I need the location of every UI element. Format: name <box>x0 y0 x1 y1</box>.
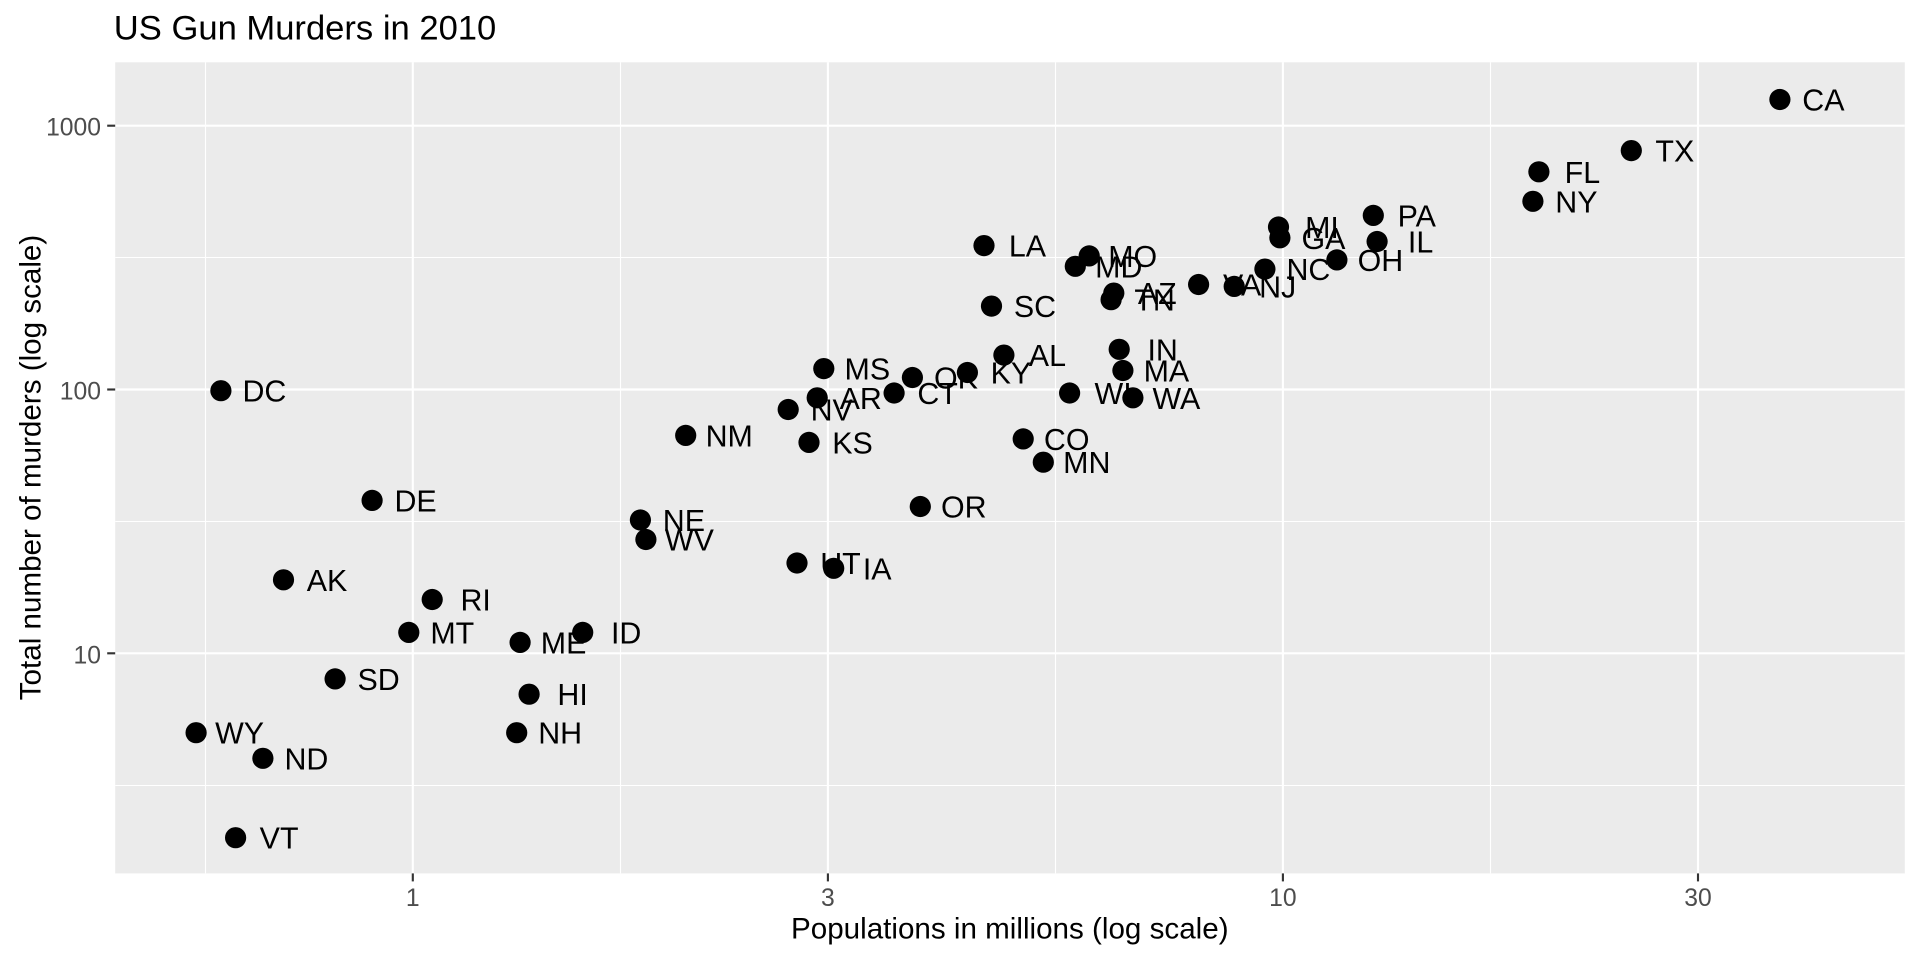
svg-text:AK: AK <box>307 564 348 598</box>
svg-text:PA: PA <box>1398 199 1437 233</box>
svg-text:NM: NM <box>706 419 753 453</box>
svg-text:NC: NC <box>1286 253 1330 287</box>
svg-text:HI: HI <box>557 678 587 712</box>
svg-text:KY: KY <box>991 357 1032 391</box>
svg-text:MA: MA <box>1144 355 1190 389</box>
svg-text:IN: IN <box>1147 333 1177 367</box>
svg-text:10: 10 <box>1269 885 1296 912</box>
svg-text:RI: RI <box>460 584 490 618</box>
svg-text:Populations in millions (log s: Populations in millions (log scale) <box>791 912 1229 945</box>
svg-text:LA: LA <box>1009 230 1047 264</box>
svg-text:WY: WY <box>215 717 264 751</box>
svg-text:MD: MD <box>1095 250 1142 284</box>
svg-text:MN: MN <box>1063 446 1110 480</box>
svg-text:MT: MT <box>430 616 474 650</box>
svg-text:AR: AR <box>840 382 882 416</box>
svg-text:WI: WI <box>1095 377 1132 411</box>
svg-text:DC: DC <box>242 375 286 409</box>
svg-text:Total number of murders (log s: Total number of murders (log scale) <box>15 235 48 700</box>
svg-text:NE: NE <box>663 504 705 538</box>
svg-text:IA: IA <box>863 552 892 586</box>
svg-text:VT: VT <box>260 822 299 856</box>
svg-text:GA: GA <box>1301 222 1346 256</box>
svg-text:NY: NY <box>1555 185 1597 219</box>
svg-text:TX: TX <box>1655 135 1694 169</box>
svg-text:NJ: NJ <box>1259 270 1296 304</box>
svg-text:SC: SC <box>1014 290 1056 324</box>
svg-text:1000: 1000 <box>46 115 101 142</box>
svg-text:CT: CT <box>917 377 958 411</box>
svg-text:ID: ID <box>611 616 641 650</box>
svg-text:MO: MO <box>1108 240 1157 274</box>
svg-text:ME: ME <box>541 626 587 660</box>
svg-text:MI: MI <box>1305 211 1339 245</box>
svg-text:3: 3 <box>821 885 835 912</box>
svg-text:OH: OH <box>1358 244 1404 278</box>
svg-text:WA: WA <box>1152 382 1201 416</box>
svg-text:DE: DE <box>394 484 436 518</box>
svg-text:AL: AL <box>1029 339 1066 373</box>
svg-text:KS: KS <box>832 426 873 460</box>
svg-text:FL: FL <box>1565 156 1600 190</box>
svg-text:ND: ND <box>284 742 328 776</box>
svg-text:IL: IL <box>1408 226 1433 260</box>
svg-text:NH: NH <box>538 717 582 751</box>
svg-text:10: 10 <box>74 642 101 669</box>
svg-text:WV: WV <box>665 524 715 558</box>
svg-text:OR: OR <box>941 491 987 525</box>
svg-text:1: 1 <box>406 885 420 912</box>
svg-text:US Gun Murders in 2010: US Gun Murders in 2010 <box>114 10 496 48</box>
svg-text:VA: VA <box>1223 269 1262 303</box>
svg-text:MS: MS <box>845 353 891 387</box>
svg-text:30: 30 <box>1684 885 1711 912</box>
svg-text:AZ: AZ <box>1138 277 1177 311</box>
svg-text:SD: SD <box>357 663 399 697</box>
svg-text:NV: NV <box>811 394 854 428</box>
svg-text:TN: TN <box>1134 284 1175 318</box>
svg-text:UT: UT <box>820 547 861 581</box>
svg-text:100: 100 <box>60 379 101 406</box>
svg-text:CA: CA <box>1802 84 1845 118</box>
svg-text:OK: OK <box>934 362 978 396</box>
svg-text:CO: CO <box>1044 423 1090 457</box>
